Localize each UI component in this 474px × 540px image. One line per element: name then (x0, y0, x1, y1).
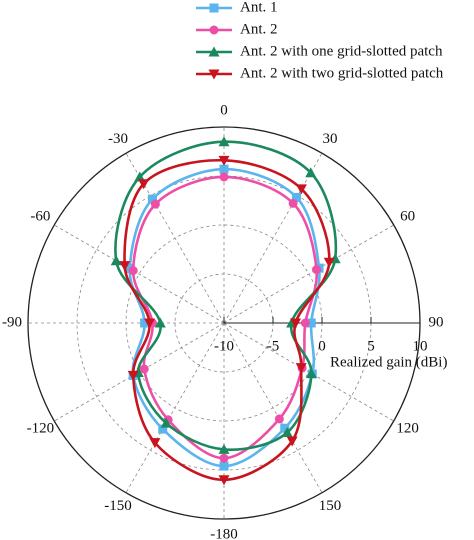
marker (295, 363, 307, 374)
marker (209, 3, 219, 13)
marker (149, 438, 161, 449)
angle-label: -60 (30, 208, 50, 224)
marker (150, 199, 160, 209)
marker (139, 364, 149, 374)
marker (140, 318, 150, 328)
marker (305, 367, 317, 378)
angle-label: -180 (210, 526, 238, 540)
marker (218, 155, 230, 166)
marker (144, 318, 156, 329)
marker (280, 423, 290, 433)
marker (290, 318, 302, 329)
angle-label: 30 (323, 131, 338, 147)
angle-label: -120 (27, 420, 55, 436)
marker (218, 443, 230, 454)
marker (209, 25, 219, 35)
spoke (223, 224, 394, 324)
marker (119, 261, 131, 272)
legend-label: Ant. 2 with one grid-slotted patch (240, 43, 443, 59)
marker (219, 453, 229, 463)
marker (134, 171, 146, 182)
marker (286, 436, 298, 447)
marker (208, 69, 220, 80)
marker (147, 194, 157, 204)
marker (160, 417, 172, 428)
marker (274, 414, 284, 424)
marker (219, 461, 229, 471)
marker (306, 318, 316, 328)
marker (208, 46, 220, 57)
marker (219, 164, 229, 174)
legend-label: Ant. 1 (240, 0, 278, 15)
radial-tick-label: 10 (413, 338, 428, 354)
marker (110, 255, 122, 266)
marker (295, 184, 307, 195)
marker (128, 266, 138, 276)
marker (127, 370, 139, 381)
marker (218, 475, 230, 486)
radial-axis-label: Realized gain (dBi) (330, 354, 447, 370)
marker (154, 317, 166, 328)
marker (305, 167, 317, 178)
radial-tick-label: 5 (367, 338, 375, 354)
spoke (125, 322, 225, 493)
angle-label: -30 (108, 131, 128, 147)
angle-label: 60 (400, 208, 415, 224)
marker (218, 136, 230, 147)
marker (312, 265, 322, 275)
marker (219, 172, 229, 182)
angle-label: -90 (2, 314, 22, 330)
angle-label: 120 (396, 420, 419, 436)
angle-label: 0 (220, 102, 228, 118)
marker (292, 192, 302, 202)
marker (138, 179, 150, 190)
spoke (54, 224, 225, 324)
marker (288, 198, 298, 208)
radial-tick-label: -10 (214, 338, 234, 354)
spoke (223, 153, 323, 324)
angle-label: 150 (319, 498, 342, 514)
marker (323, 257, 335, 268)
angle-label: 90 (429, 314, 444, 330)
marker (300, 318, 310, 328)
angle-label: -150 (104, 498, 132, 514)
spoke (223, 322, 323, 493)
legend-label: Ant. 2 with two grid-slotted patch (240, 65, 444, 81)
marker (281, 426, 293, 437)
marker (158, 424, 168, 434)
radial-tick-label: -5 (267, 338, 280, 354)
radial-tick-label: 0 (318, 338, 326, 354)
legend-label: Ant. 2 (240, 21, 278, 37)
